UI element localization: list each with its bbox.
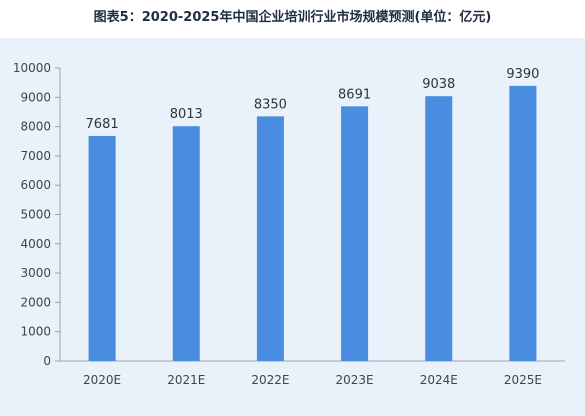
data-label-2021E: 8013	[170, 107, 203, 122]
chart-title: 图表5：2020-2025年中国企业培训行业市场规模预测(单位：亿元)	[93, 10, 492, 25]
data-label-2025E: 9390	[506, 67, 539, 82]
data-label-2022E: 8350	[254, 97, 287, 112]
y-tick-label: 1000	[20, 325, 51, 339]
bars	[88, 85, 537, 362]
y-tick-label: 2000	[20, 295, 51, 309]
bar-2025E	[509, 85, 537, 362]
x-tick-label: 2020E	[83, 373, 121, 387]
bar-chart: 0 1000 2000 3000 4000 5000 6000 7000 8000 9000 100…	[13, 61, 565, 387]
y-axis: 0 1000 2000 3000 4000 5000 6000 7000 8000 9000 100…	[13, 61, 61, 368]
y-tick-label: 10000	[13, 61, 51, 75]
y-tick-label: 6000	[20, 178, 51, 192]
bar-2022E	[256, 116, 284, 361]
y-tick-label: 9000	[20, 90, 51, 104]
data-label-2024E: 9038	[422, 77, 455, 92]
y-tick-label: 7000	[20, 149, 51, 163]
bar-2023E	[341, 106, 369, 361]
x-tick-label: 2021E	[167, 373, 205, 387]
bar-2024E	[425, 96, 453, 362]
y-tick-label: 5000	[20, 208, 51, 222]
chart-panel: 0 1000 2000 3000 4000 5000 6000 7000 8000 9000 100…	[0, 38, 585, 416]
x-tick-label: 2023E	[336, 373, 374, 387]
y-tick-label: 0	[43, 354, 51, 368]
y-tick-label: 8000	[20, 120, 51, 134]
data-label-2020E: 7681	[86, 117, 119, 132]
x-tick-label: 2022E	[251, 373, 289, 387]
x-tick-label: 2025E	[504, 373, 542, 387]
bar-2020E	[88, 135, 116, 361]
y-tick-label: 4000	[20, 237, 51, 251]
x-axis: 2020E 2021E 2022E 2023E 2024E 2025E	[60, 360, 565, 387]
bar-2021E	[172, 126, 200, 361]
y-tick-label: 3000	[20, 266, 51, 280]
x-tick-label: 2024E	[420, 373, 458, 387]
data-label-2023E: 8691	[338, 87, 371, 102]
data-labels: 7681 8013 8350 8691 9038 9390	[86, 67, 540, 132]
